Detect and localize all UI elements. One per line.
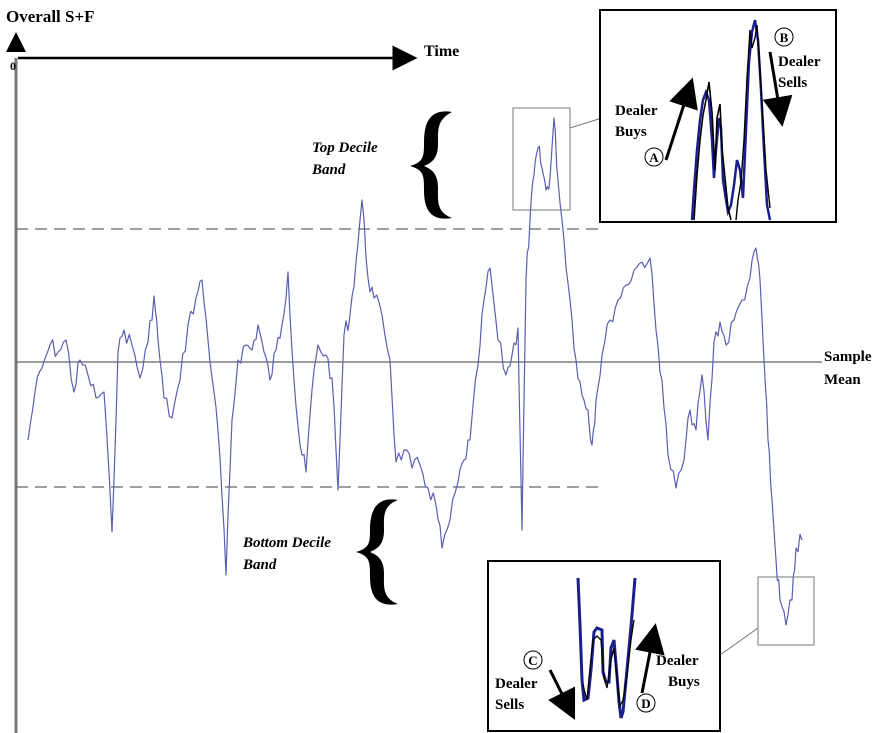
bottom-inset-line-2 bbox=[582, 619, 635, 709]
top-inset-sells-label-2: Sells bbox=[778, 75, 807, 91]
top-inset-buys-label-2: Buys bbox=[615, 124, 647, 140]
bottom-band-label-2: Band bbox=[242, 557, 277, 573]
marker-b-circle bbox=[774, 27, 794, 47]
x-axis-label: Time bbox=[424, 43, 459, 60]
y-origin-label: 0 bbox=[10, 59, 16, 73]
sample-mean-label-1: Sample bbox=[824, 349, 872, 365]
y-axis-label: Overall S+F bbox=[6, 7, 95, 26]
top-zoom-connector bbox=[569, 117, 603, 129]
marker-a-label: A bbox=[649, 150, 659, 165]
bottom-inset-buys-label-2: Buys bbox=[668, 674, 700, 690]
marker-c-circle bbox=[523, 650, 543, 670]
dealer-buys-arrow-d bbox=[635, 623, 665, 694]
marker-d-label: D bbox=[641, 696, 650, 711]
bottom-zoom-connector bbox=[719, 627, 759, 656]
dealer-buys-arrow-a bbox=[664, 77, 698, 161]
dealer-sells-arrow-b bbox=[762, 51, 793, 127]
top-band-label-1: Top Decile bbox=[312, 140, 378, 156]
bottom-inset-sells-label-2: Sells bbox=[495, 697, 524, 713]
top-inset: Dealer Buys A B Dealer Sells bbox=[599, 9, 837, 223]
sample-mean-label-2: Mean bbox=[824, 372, 861, 388]
bottom-band-label-1: Bottom Decile bbox=[242, 535, 331, 551]
top-inset-line-1 bbox=[690, 19, 772, 221]
bottom-inset-sells-label-1: Dealer bbox=[495, 676, 538, 692]
marker-d-circle bbox=[636, 693, 656, 713]
bottom-zoom-box bbox=[757, 576, 815, 646]
marker-b-label: B bbox=[780, 30, 789, 45]
top-band-label-2: Band bbox=[311, 162, 346, 178]
marker-a-circle bbox=[644, 147, 664, 167]
bottom-band-brace bbox=[356, 499, 398, 605]
dealer-sells-arrow-c bbox=[548, 669, 576, 721]
series-line bbox=[27, 117, 803, 626]
top-inset-sells-label-1: Dealer bbox=[778, 54, 821, 70]
top-inset-line-2 bbox=[693, 81, 732, 221]
bottom-inset-buys-label-1: Dealer bbox=[656, 653, 699, 669]
top-zoom-box bbox=[512, 107, 571, 211]
top-band-brace bbox=[410, 111, 452, 219]
top-inset-buys-label-1: Dealer bbox=[615, 103, 658, 119]
marker-c-label: C bbox=[528, 653, 537, 668]
bottom-inset: C Dealer Sells D Dealer Buys bbox=[487, 560, 721, 732]
